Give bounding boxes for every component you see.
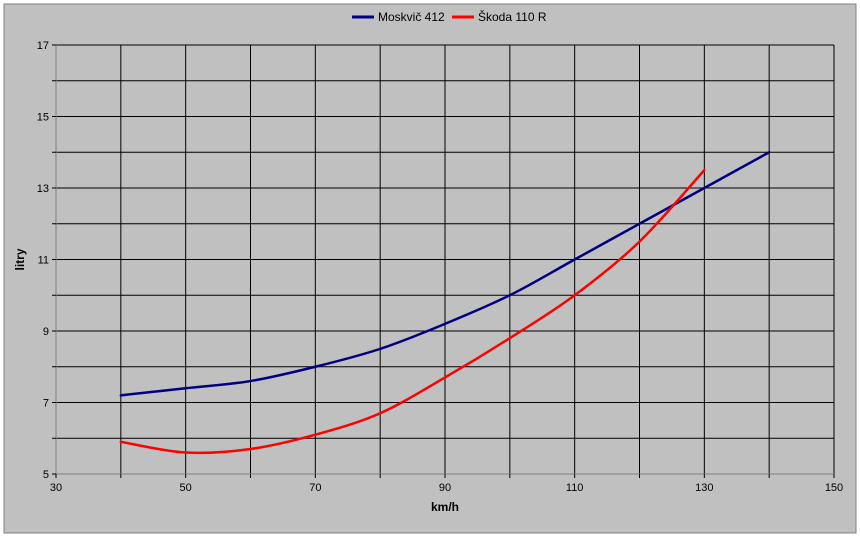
- y-tick-label: 11: [38, 255, 49, 267]
- series-layer: [119, 151, 771, 455]
- axes: [52, 44, 835, 478]
- x-axis-label: km/h: [431, 500, 459, 514]
- y-tick-label: 7: [43, 398, 49, 410]
- tick-labels: 30 50 70 90 110 130 150 5 7 9 11 13 15 17: [37, 40, 843, 494]
- y-tick-label: 17: [37, 40, 49, 52]
- y-tick-label: 15: [37, 112, 49, 124]
- y-tick-label: 13: [37, 183, 49, 195]
- series-line-1: [119, 151, 771, 397]
- x-tick-label: 90: [439, 482, 451, 494]
- y-tick-label: 5: [43, 469, 49, 481]
- x-tick-label: 130: [695, 482, 713, 494]
- legend-label: Moskvič 412: [378, 10, 445, 24]
- x-tick-label: 150: [825, 482, 843, 494]
- legend-label: Škoda 110 R: [478, 9, 547, 24]
- y-tick-label: 9: [43, 326, 49, 338]
- x-tick-label: 110: [566, 482, 584, 494]
- x-tick-label: 50: [180, 482, 192, 494]
- gridlines: [55, 44, 835, 475]
- y-axis-label: litry: [13, 248, 27, 270]
- x-tick-label: 70: [309, 482, 321, 494]
- legend: Moskvič 412 Škoda 110 R: [352, 9, 547, 24]
- series-line-2: [119, 168, 706, 455]
- x-tick-label: 30: [50, 482, 62, 494]
